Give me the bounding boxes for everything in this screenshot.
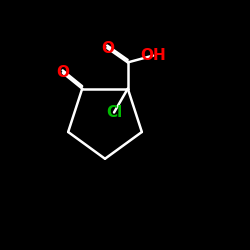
Text: Cl: Cl <box>106 105 122 120</box>
Text: O: O <box>101 40 114 56</box>
Text: OH: OH <box>140 48 166 63</box>
Text: O: O <box>56 66 69 80</box>
